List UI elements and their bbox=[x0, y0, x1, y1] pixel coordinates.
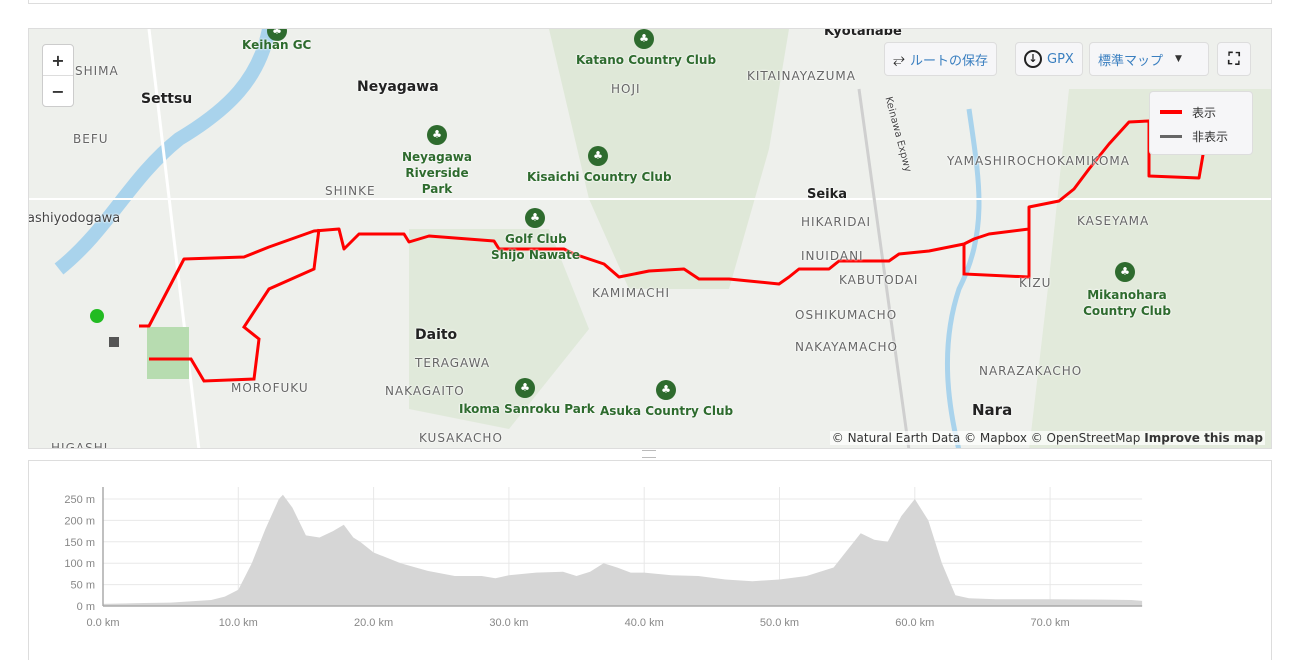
map-label: KUSAKACHO bbox=[419, 431, 503, 445]
map-label: Katano Country Club bbox=[576, 53, 717, 67]
park-icon: ♣ bbox=[267, 29, 287, 41]
map-label: Mikanohara Country Club bbox=[1083, 288, 1171, 318]
save-route-label: ルートの保存 bbox=[910, 53, 989, 69]
map-label: HIGASHI bbox=[51, 441, 109, 449]
route-legend: 表示 非表示 bbox=[1149, 91, 1253, 155]
elevation-profile: 0 m 50 m 100 m 150 m 200 m 250 m 0.0 km 10.0 km… bbox=[28, 460, 1272, 660]
y-tick-label: 250 m bbox=[64, 494, 95, 506]
map-label: BEFU bbox=[73, 132, 109, 146]
map-label: Daito bbox=[415, 327, 458, 343]
fullscreen-button[interactable]: ⛶ bbox=[1217, 42, 1251, 76]
legend-swatch bbox=[1160, 110, 1182, 114]
start-marker[interactable] bbox=[90, 309, 104, 323]
save-route-button[interactable]: ⥂ ルートの保存 bbox=[884, 42, 998, 76]
elevation-area bbox=[103, 494, 1143, 606]
park-icon: ♣ bbox=[515, 378, 535, 398]
route-map[interactable]: Settsu Neyagawa Seika Daito Nara Kyotana… bbox=[28, 28, 1272, 449]
x-tick-label: 40.0 km bbox=[625, 617, 664, 629]
x-tick-label: 10.0 km bbox=[219, 617, 258, 629]
map-label: Asuka Country Club bbox=[600, 404, 734, 418]
y-tick-label: 50 m bbox=[71, 580, 95, 592]
map-label: YAMASHIROCHOKAMIKOMA bbox=[947, 154, 1130, 168]
park-icon: ♣ bbox=[588, 146, 608, 166]
finish-flag-icon[interactable] bbox=[109, 337, 119, 347]
map-label: HOJI bbox=[611, 82, 641, 96]
x-tick-label: 0.0 km bbox=[86, 617, 119, 629]
park-icon: ♣ bbox=[427, 125, 447, 145]
zoom-control: + − bbox=[42, 44, 74, 107]
improve-map-link[interactable]: Improve this map bbox=[1144, 431, 1263, 445]
map-label: KITAINAYAZUMA bbox=[747, 69, 856, 83]
map-label: KIZU bbox=[1019, 276, 1052, 290]
legend-item-shown[interactable]: 表示 bbox=[1160, 100, 1242, 124]
map-label: Nara bbox=[972, 401, 1013, 419]
y-tick-label: 200 m bbox=[64, 515, 95, 527]
gpx-label: GPX bbox=[1047, 51, 1074, 67]
map-attribution: © Natural Earth Data © Mapbox © OpenStre… bbox=[829, 431, 1265, 445]
map-label: TERAGAWA bbox=[415, 356, 491, 370]
map-label: SHINKE bbox=[325, 184, 376, 198]
map-label: Keihan GC bbox=[242, 38, 312, 52]
y-tick-label: 150 m bbox=[64, 537, 95, 549]
legend-label: 非表示 bbox=[1192, 129, 1229, 144]
map-label: Neyagawa Riverside Park bbox=[402, 150, 472, 196]
gpx-download-button[interactable]: ↓ GPX bbox=[1015, 42, 1083, 76]
park-icon: ♣ bbox=[656, 380, 676, 400]
x-tick-label: 60.0 km bbox=[895, 617, 934, 629]
map-label: NARAZAKACHO bbox=[979, 364, 1083, 378]
map-label: Kyotanabe bbox=[824, 28, 902, 39]
map-canvas bbox=[29, 29, 1271, 448]
y-tick-label: 0 m bbox=[77, 601, 95, 613]
x-tick-label: 20.0 km bbox=[354, 617, 393, 629]
map-label: INUIDANI bbox=[801, 249, 864, 263]
fullscreen-icon: ⛶ bbox=[1228, 49, 1240, 68]
map-style-dropdown[interactable]: 標準マップ ▼ bbox=[1089, 42, 1209, 76]
map-label: KABUTODAI bbox=[839, 273, 919, 287]
map-label: KASEYAMA bbox=[1077, 214, 1150, 228]
map-label: OSHIKUMACHO bbox=[795, 308, 898, 322]
top-card bbox=[28, 0, 1272, 4]
map-label: NAKAGAITO bbox=[385, 384, 465, 398]
route-icon: ⥂ bbox=[893, 50, 906, 68]
legend-label: 表示 bbox=[1192, 105, 1217, 120]
map-label: MOROFUKU bbox=[231, 381, 309, 395]
map-label: KAMIMACHI bbox=[592, 286, 671, 300]
resize-handle[interactable] bbox=[642, 450, 656, 458]
map-label: Neyagawa bbox=[357, 79, 439, 95]
map-style-label: 標準マップ bbox=[1098, 53, 1164, 69]
park-icon: ♣ bbox=[525, 208, 545, 228]
map-label: Shijo Nawate bbox=[491, 248, 581, 262]
legend-item-hidden[interactable]: 非表示 bbox=[1160, 124, 1242, 148]
map-label: NAKAYAMACHO bbox=[795, 340, 898, 354]
route-line[interactable] bbox=[139, 119, 1206, 328]
map-label: HIKARIDAI bbox=[801, 215, 872, 229]
map-label: Seika bbox=[807, 187, 848, 202]
map-label: Kisaichi Country Club bbox=[527, 170, 672, 184]
attribution-text[interactable]: © Natural Earth Data © Mapbox © OpenStre… bbox=[831, 431, 1141, 445]
park-icon: ♣ bbox=[634, 29, 654, 49]
y-tick-label: 100 m bbox=[64, 558, 95, 570]
map-label: SHIMA bbox=[75, 64, 119, 78]
zoom-in-button[interactable]: + bbox=[43, 45, 73, 76]
x-tick-label: 50.0 km bbox=[760, 617, 799, 629]
map-label: Ikoma Sanroku Park bbox=[459, 402, 595, 416]
download-icon: ↓ bbox=[1024, 50, 1042, 68]
park-icon: ♣ bbox=[1115, 262, 1135, 282]
zoom-out-button[interactable]: − bbox=[51, 82, 65, 101]
x-tick-label: 70.0 km bbox=[1031, 617, 1070, 629]
map-label: Settsu bbox=[141, 91, 193, 107]
legend-swatch bbox=[1160, 134, 1182, 138]
map-label: ashiyodogawa bbox=[28, 211, 121, 226]
map-label: Golf Club bbox=[505, 232, 567, 246]
caret-down-icon: ▼ bbox=[1175, 54, 1182, 64]
x-tick-label: 30.0 km bbox=[489, 617, 528, 629]
